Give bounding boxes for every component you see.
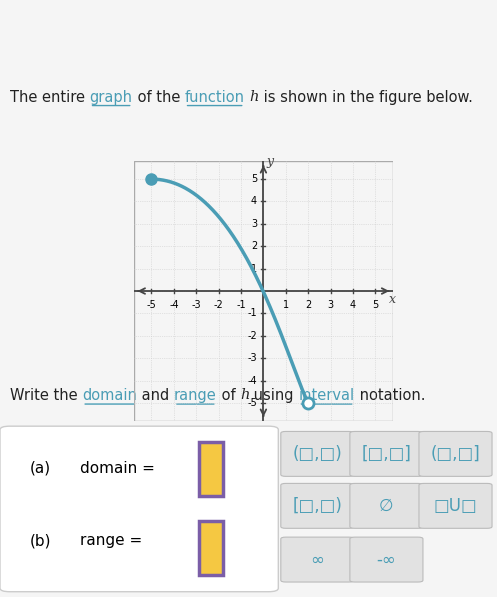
Text: (b): (b)	[30, 533, 51, 548]
Text: -3: -3	[248, 353, 257, 363]
Text: x: x	[389, 293, 396, 306]
Text: 5: 5	[372, 300, 379, 310]
Text: -5: -5	[248, 398, 257, 408]
Text: range: range	[174, 388, 217, 403]
Text: 5: 5	[251, 174, 257, 184]
Text: graph: graph	[89, 90, 133, 104]
Text: 1: 1	[251, 264, 257, 273]
Text: using: using	[249, 388, 299, 403]
FancyBboxPatch shape	[0, 426, 278, 592]
FancyBboxPatch shape	[350, 484, 423, 528]
Text: range =: range =	[80, 533, 142, 548]
FancyBboxPatch shape	[199, 442, 223, 496]
Text: -4: -4	[248, 376, 257, 386]
FancyBboxPatch shape	[350, 537, 423, 582]
Text: 3: 3	[328, 300, 333, 310]
Text: [□,□): [□,□)	[292, 497, 342, 515]
Text: notation.: notation.	[355, 388, 425, 403]
FancyBboxPatch shape	[199, 521, 223, 575]
Text: Write the: Write the	[10, 388, 82, 403]
Text: ∞: ∞	[311, 550, 324, 568]
Text: ∅: ∅	[379, 497, 394, 515]
Text: (□,□): (□,□)	[292, 445, 342, 463]
Text: (a): (a)	[30, 461, 51, 476]
Text: -∞: -∞	[377, 550, 396, 568]
Text: domain =: domain =	[80, 461, 155, 476]
Text: [□,□]: [□,□]	[361, 445, 412, 463]
Text: 3: 3	[251, 219, 257, 229]
Text: -3: -3	[191, 300, 201, 310]
Text: -4: -4	[169, 300, 179, 310]
Text: -1: -1	[236, 300, 246, 310]
Text: (□,□]: (□,□]	[430, 445, 481, 463]
Text: h: h	[240, 388, 249, 402]
Text: and: and	[137, 388, 174, 403]
FancyBboxPatch shape	[419, 432, 492, 476]
Text: h: h	[249, 90, 258, 103]
Text: domain: domain	[82, 388, 137, 403]
FancyBboxPatch shape	[281, 432, 354, 476]
Text: □U□: □U□	[433, 497, 478, 515]
Text: 4: 4	[251, 196, 257, 207]
Text: of: of	[217, 388, 240, 403]
Text: is shown in the figure below.: is shown in the figure below.	[258, 90, 473, 104]
FancyBboxPatch shape	[419, 484, 492, 528]
FancyBboxPatch shape	[281, 484, 354, 528]
Text: -5: -5	[147, 300, 157, 310]
Text: -2: -2	[214, 300, 224, 310]
Text: interval: interval	[299, 388, 355, 403]
Text: 2: 2	[305, 300, 311, 310]
Text: -2: -2	[248, 331, 257, 341]
Text: 2: 2	[251, 241, 257, 251]
Text: of the: of the	[133, 90, 184, 104]
Text: 4: 4	[350, 300, 356, 310]
Text: function: function	[184, 90, 245, 104]
Text: -1: -1	[248, 309, 257, 318]
Text: y: y	[266, 155, 273, 168]
FancyBboxPatch shape	[281, 537, 354, 582]
Text: 1: 1	[283, 300, 289, 310]
Text: The entire: The entire	[10, 90, 89, 104]
FancyBboxPatch shape	[350, 432, 423, 476]
